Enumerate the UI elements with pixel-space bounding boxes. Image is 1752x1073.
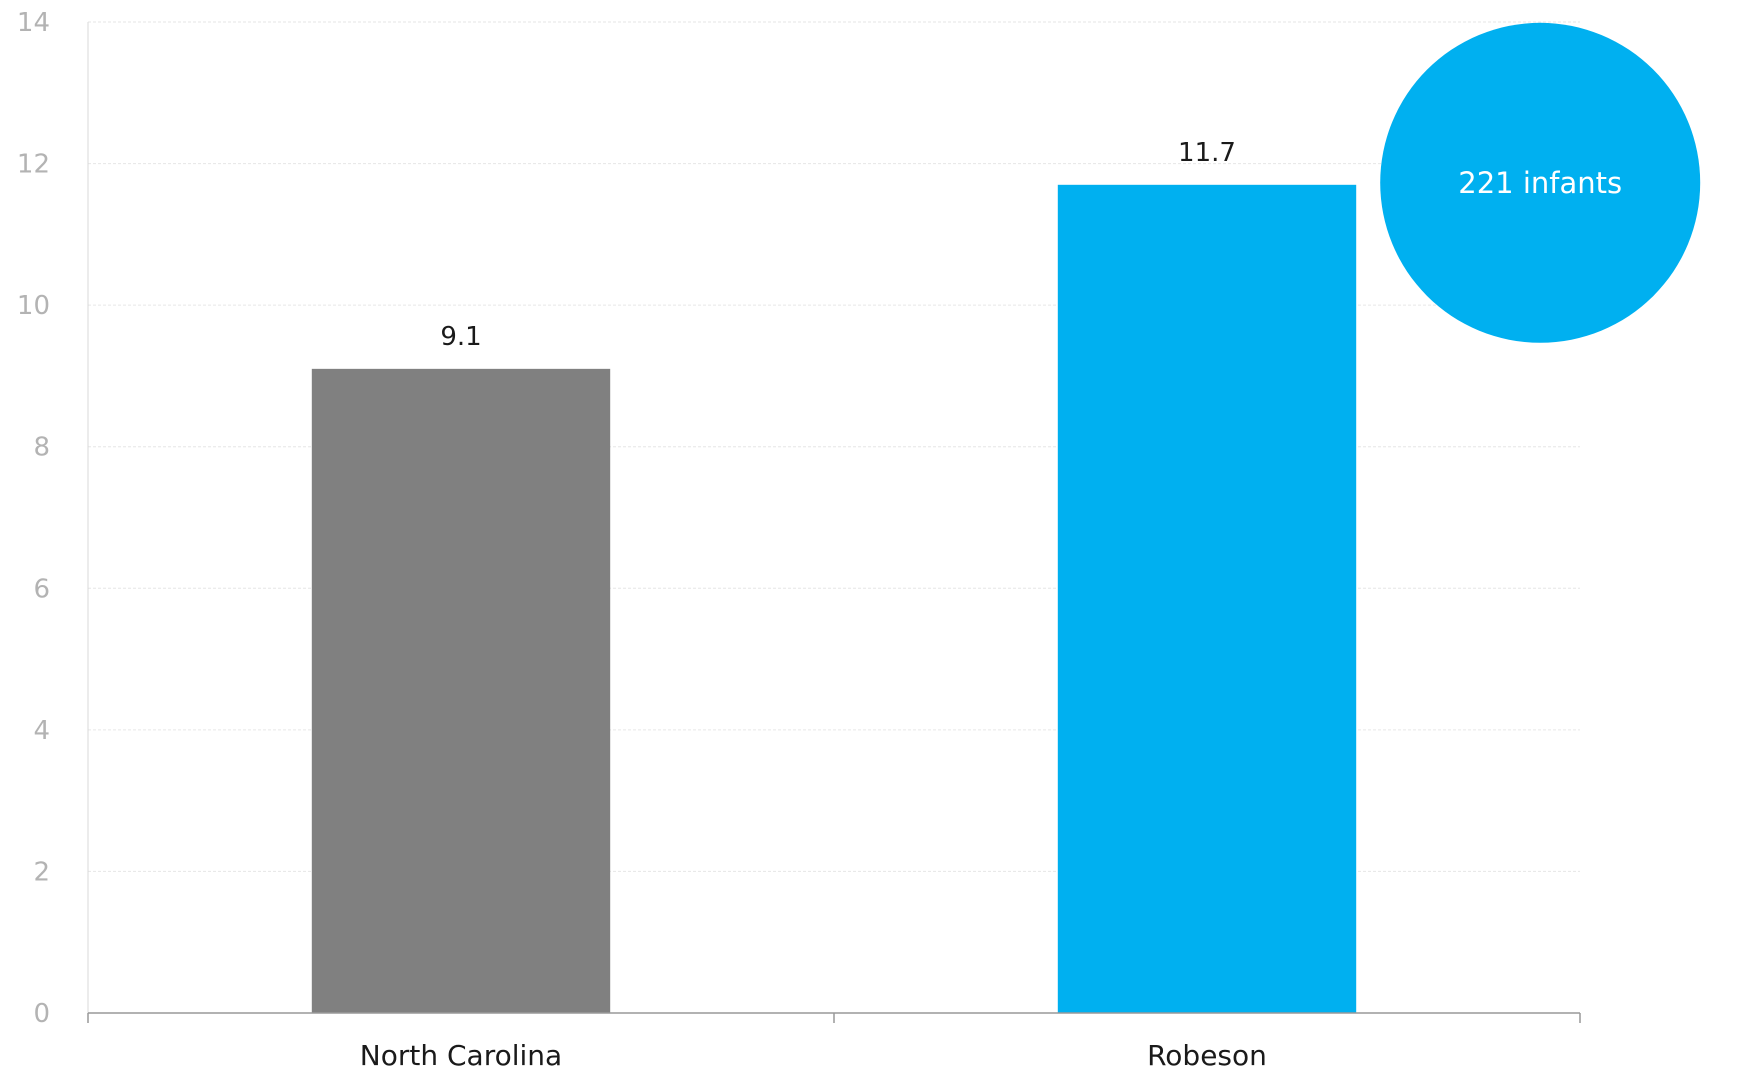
y-tick-label: 14 — [17, 8, 50, 38]
axes — [87, 22, 1581, 1023]
data-label: 11.7 — [1178, 138, 1236, 168]
callout-text: 221 infants — [1458, 166, 1622, 200]
data-labels: 9.1 11.7 — [440, 138, 1236, 352]
callout-circle — [1380, 22, 1701, 343]
y-tick-label: 6 — [33, 574, 50, 604]
x-tick-label: North Carolina — [360, 1039, 562, 1072]
y-tick-label: 8 — [33, 433, 50, 463]
y-tick-label: 4 — [33, 716, 50, 746]
bar — [311, 368, 611, 1014]
y-axis-ticks: 0 2 4 6 8 10 12 14 — [17, 8, 50, 1029]
x-axis-ticks: North Carolina Robeson — [360, 1039, 1267, 1072]
gridlines — [88, 21, 1580, 872]
bars — [311, 184, 1357, 1014]
data-label: 9.1 — [440, 322, 481, 352]
y-tick-label: 10 — [17, 291, 50, 321]
y-tick-label: 2 — [33, 857, 50, 887]
bar — [1057, 184, 1357, 1014]
y-tick-label: 12 — [17, 150, 50, 180]
y-tick-label: 0 — [33, 999, 50, 1029]
callout-bubble: 221 infants — [1380, 22, 1701, 343]
x-tick-label: Robeson — [1147, 1039, 1267, 1072]
